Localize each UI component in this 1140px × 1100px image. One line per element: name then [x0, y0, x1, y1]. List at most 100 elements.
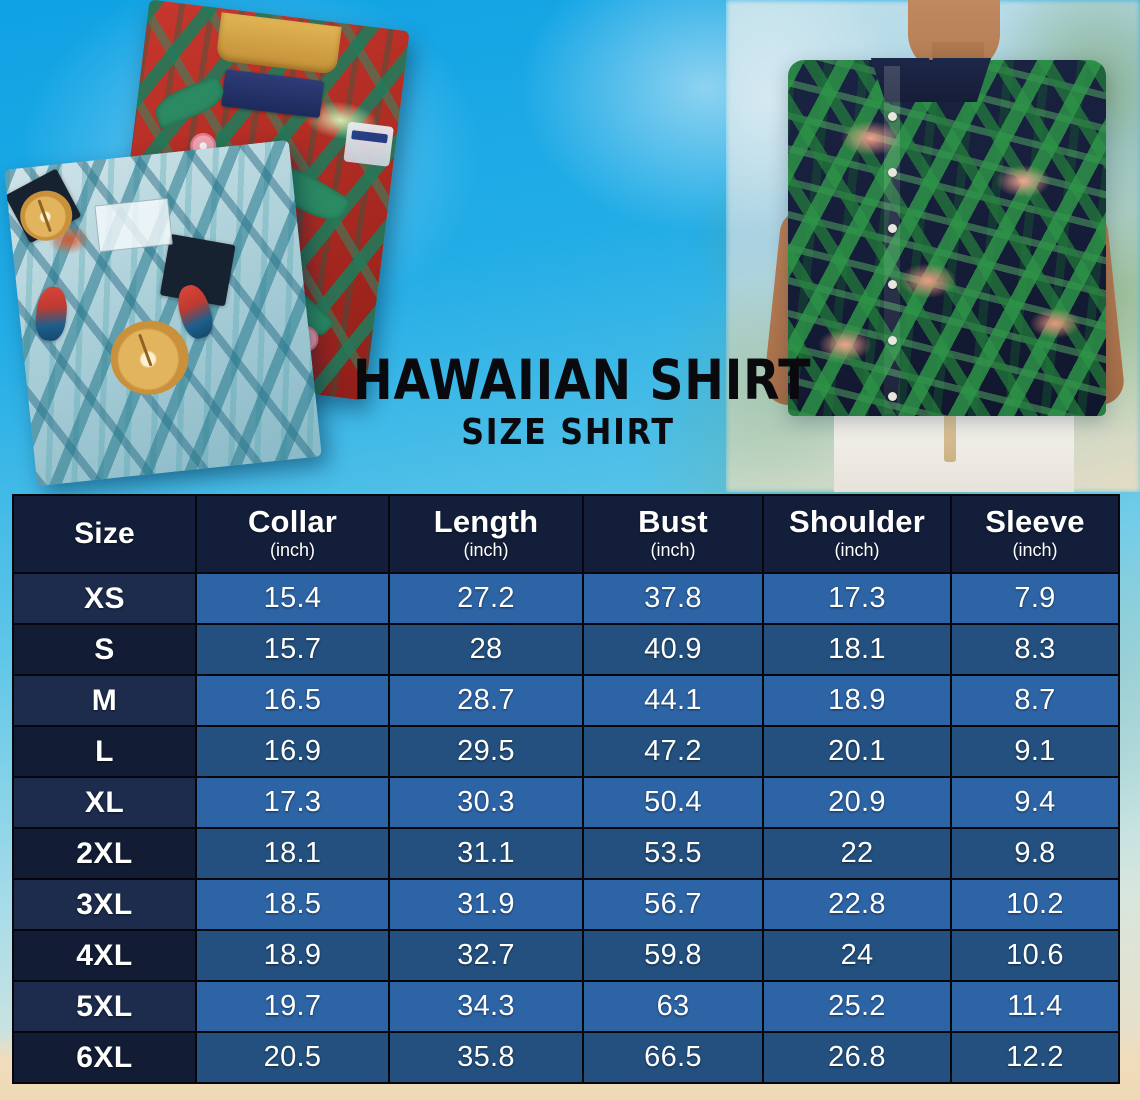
table-row: 3XL 18.5 31.9 56.7 22.8 10.2: [12, 878, 1120, 931]
model-photo: [726, 0, 1140, 492]
shirt-button: [888, 392, 897, 401]
cell-length: 31.9: [388, 878, 584, 931]
cell-sleeve: 11.4: [950, 980, 1120, 1033]
column-header-length: Length (inch): [388, 494, 584, 574]
table-row: 5XL 19.7 34.3 63 25.2 11.4: [12, 980, 1120, 1033]
cell-sleeve: 9.8: [950, 827, 1120, 880]
title-block: HAWAIIAN SHIRT SIZE SHIRT: [318, 352, 818, 452]
cell-shoulder: 25.2: [762, 980, 952, 1033]
cell-bust: 50.4: [582, 776, 764, 829]
cell-length: 29.5: [388, 725, 584, 778]
table-row: 4XL 18.9 32.7 59.8 24 10.6: [12, 929, 1120, 982]
table-row: S 15.7 28 40.9 18.1 8.3: [12, 623, 1120, 676]
table-header-row: Size Collar (inch) Length (inch) Bust (i…: [12, 494, 1120, 574]
model-shirt-placket: [884, 66, 900, 414]
cell-collar: 17.3: [195, 776, 390, 829]
cell-collar: 18.1: [195, 827, 390, 880]
cell-collar: 18.5: [195, 878, 390, 931]
shirt-button: [888, 112, 897, 121]
column-header-collar: Collar (inch): [195, 494, 390, 574]
shirt-button: [888, 224, 897, 233]
cell-size: 2XL: [12, 827, 197, 880]
parrot-motif: [33, 285, 70, 342]
cell-bust: 40.9: [582, 623, 764, 676]
cell-shoulder: 26.8: [762, 1031, 952, 1084]
cell-size: 6XL: [12, 1031, 197, 1084]
cell-size: 3XL: [12, 878, 197, 931]
cell-collar: 15.4: [195, 572, 390, 625]
cell-length: 31.1: [388, 827, 584, 880]
shirt-brand-label: [221, 68, 325, 118]
cell-bust: 63: [582, 980, 764, 1033]
shirt-logo-patch: [343, 121, 394, 167]
cell-shoulder: 20.1: [762, 725, 952, 778]
cell-sleeve: 9.4: [950, 776, 1120, 829]
cell-size: XL: [12, 776, 197, 829]
cell-sleeve: 10.6: [950, 929, 1120, 982]
cell-length: 28.7: [388, 674, 584, 727]
cell-size: XS: [12, 572, 197, 625]
page-title: HAWAIIAN SHIRT: [353, 348, 812, 412]
cell-bust: 56.7: [582, 878, 764, 931]
cell-bust: 44.1: [582, 674, 764, 727]
cell-sleeve: 9.1: [950, 725, 1120, 778]
shirt-button: [888, 168, 897, 177]
table-header: Size Collar (inch) Length (inch) Bust (i…: [12, 494, 1120, 574]
cell-shoulder: 18.9: [762, 674, 952, 727]
cell-collar: 16.9: [195, 725, 390, 778]
column-header-shoulder: Shoulder (inch): [762, 494, 952, 574]
cell-sleeve: 7.9: [950, 572, 1120, 625]
cell-bust: 37.8: [582, 572, 764, 625]
cell-collar: 15.7: [195, 623, 390, 676]
hibiscus-motif: [106, 317, 193, 399]
cell-bust: 53.5: [582, 827, 764, 880]
table-row: XL 17.3 30.3 50.4 20.9 9.4: [12, 776, 1120, 829]
cell-size: 4XL: [12, 929, 197, 982]
cell-shoulder: 22.8: [762, 878, 952, 931]
column-header-bust: Bust (inch): [582, 494, 764, 574]
cell-shoulder: 22: [762, 827, 952, 880]
cell-bust: 47.2: [582, 725, 764, 778]
table-row: M 16.5 28.7 44.1 18.9 8.7: [12, 674, 1120, 727]
cell-sleeve: 8.3: [950, 623, 1120, 676]
cell-bust: 66.5: [582, 1031, 764, 1084]
cell-shoulder: 18.1: [762, 623, 952, 676]
table-body: XS 15.4 27.2 37.8 17.3 7.9 S 15.7 28 40.9 18.1 8.3 M…: [12, 572, 1120, 1084]
cell-bust: 59.8: [582, 929, 764, 982]
column-header-sleeve: Sleeve (inch): [950, 494, 1120, 574]
cell-sleeve: 12.2: [950, 1031, 1120, 1084]
cell-shoulder: 17.3: [762, 572, 952, 625]
table-row: XS 15.4 27.2 37.8 17.3 7.9: [12, 572, 1120, 625]
cell-length: 35.8: [388, 1031, 584, 1084]
model-drawstring: [944, 404, 956, 462]
size-chart-table: Size Collar (inch) Length (inch) Bust (i…: [12, 494, 1120, 1084]
cell-collar: 20.5: [195, 1031, 390, 1084]
cell-length: 27.2: [388, 572, 584, 625]
folded-shirt-blue: [4, 139, 322, 487]
cell-length: 34.3: [388, 980, 584, 1033]
cell-collar: 18.9: [195, 929, 390, 982]
page-subtitle: SIZE SHIRT: [461, 412, 675, 454]
cell-sleeve: 8.7: [950, 674, 1120, 727]
table-row: L 16.9 29.5 47.2 20.1 9.1: [12, 725, 1120, 778]
cell-size: S: [12, 623, 197, 676]
cell-collar: 19.7: [195, 980, 390, 1033]
model-shirt: [788, 60, 1106, 416]
cell-shoulder: 20.9: [762, 776, 952, 829]
cell-size: M: [12, 674, 197, 727]
cell-size: L: [12, 725, 197, 778]
cell-shoulder: 24: [762, 929, 952, 982]
shirt-button: [888, 336, 897, 345]
column-header-size: Size: [12, 494, 197, 574]
cell-size: 5XL: [12, 980, 197, 1033]
table-row: 6XL 20.5 35.8 66.5 26.8 12.2: [12, 1031, 1120, 1084]
size-chart-table-container: Size Collar (inch) Length (inch) Bust (i…: [12, 494, 1120, 1084]
cell-length: 28: [388, 623, 584, 676]
cell-collar: 16.5: [195, 674, 390, 727]
shirt-pocket: [94, 197, 174, 253]
palm-leaf: [150, 74, 229, 129]
shirt-collar-band: [216, 12, 342, 75]
cell-length: 32.7: [388, 929, 584, 982]
table-row: 2XL 18.1 31.1 53.5 22 9.8: [12, 827, 1120, 880]
